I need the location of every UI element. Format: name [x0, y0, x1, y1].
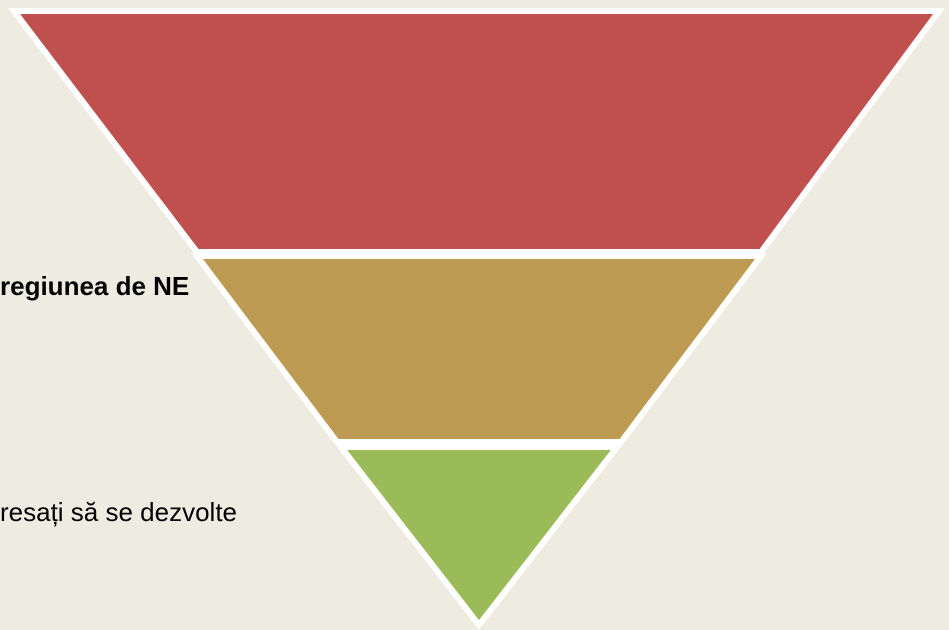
funnel: [7, 8, 945, 630]
funnel-middle: [190, 253, 768, 445]
item-text: regiunea de NE: [0, 271, 189, 301]
item-text: resați să se dezvolte: [0, 497, 237, 527]
funnel-bottom: [334, 444, 624, 630]
funnel-top: [7, 8, 945, 255]
